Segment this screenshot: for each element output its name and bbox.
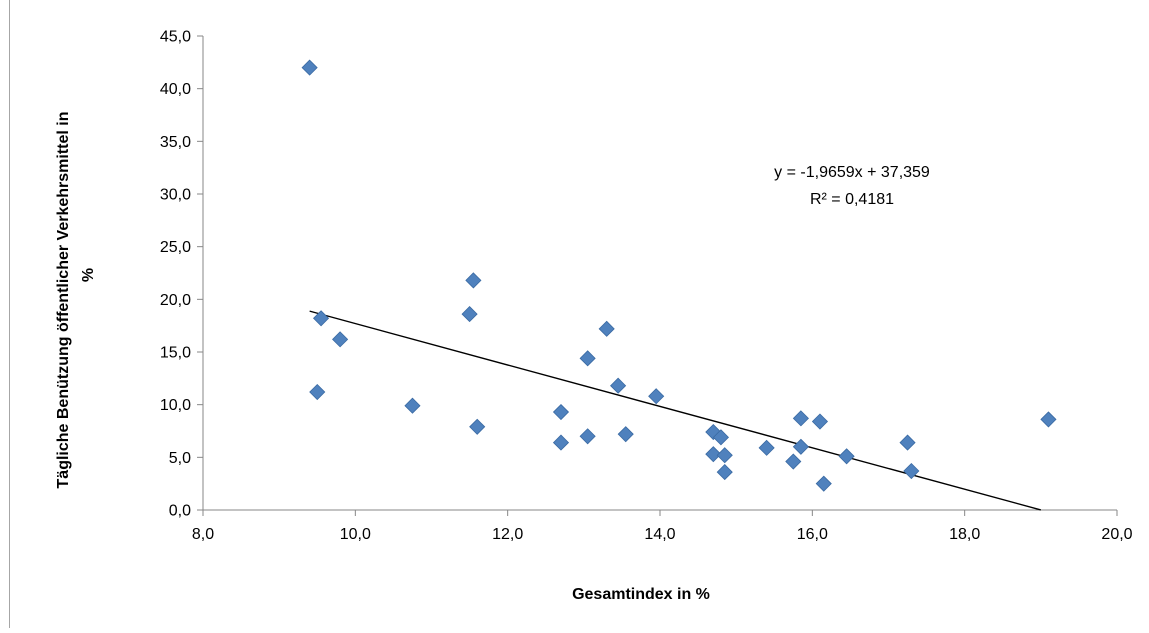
y-tick-label: 0,0 [169,503,191,520]
y-tick-label: 45,0 [160,29,191,46]
r-squared-label: R² = 0,4181 [810,191,894,208]
y-tick-label: 30,0 [160,187,191,204]
y-tick-label: 5,0 [169,450,191,467]
trendline-equation: y = -1,9659x + 37,359 [774,164,930,181]
x-tick-label: 8,0 [192,526,214,543]
x-tick-label: 14,0 [644,526,675,543]
y-tick-label: 15,0 [160,345,191,362]
x-tick-label: 10,0 [340,526,371,543]
x-tick-label: 16,0 [797,526,828,543]
y-tick-label: 10,0 [160,397,191,414]
x-axis-title: Gesamtindex in % [572,586,710,603]
x-tick-label: 12,0 [492,526,523,543]
y-axis-title-line-2: % [80,268,97,282]
x-tick-label: 18,0 [949,526,980,543]
y-tick-label: 40,0 [160,81,191,98]
y-tick-label: 25,0 [160,239,191,256]
y-tick-label: 35,0 [160,134,191,151]
x-tick-label: 20,0 [1101,526,1132,543]
y-axis-title-line-1: Tägliche Benützung öffentlicher Verkehrs… [55,112,72,489]
y-tick-label: 20,0 [160,292,191,309]
